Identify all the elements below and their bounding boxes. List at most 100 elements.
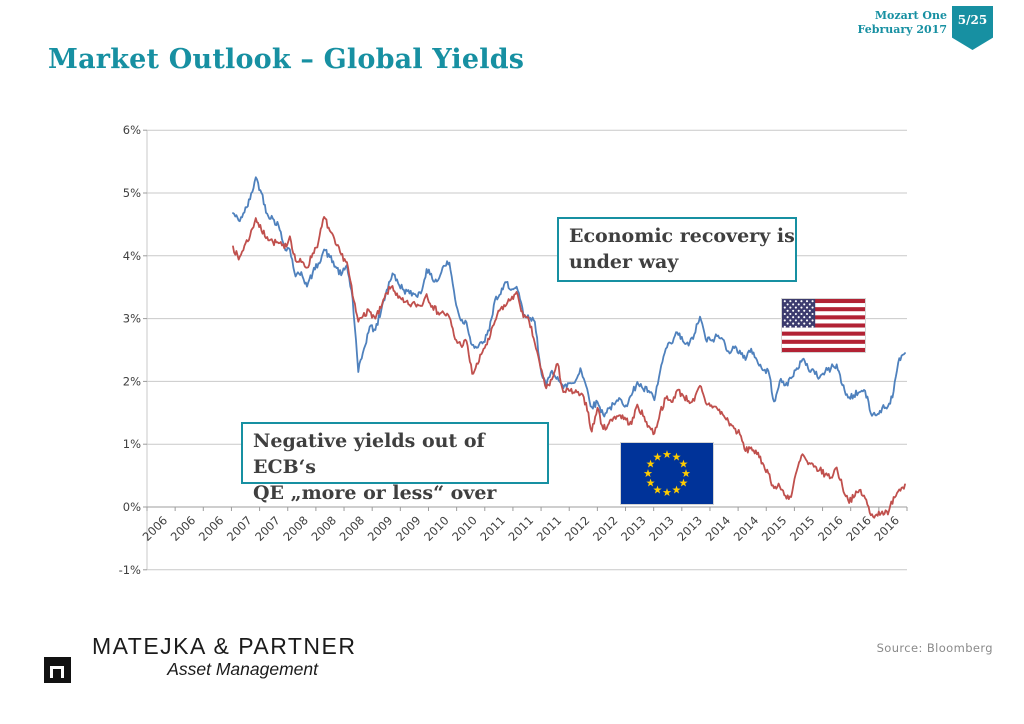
x-tick-label: 2015 (759, 513, 790, 544)
callout-ecb-line1: Negative yields out of ECB‘s (253, 430, 485, 478)
us-flag-star (797, 322, 800, 325)
us-flag-stripe (782, 343, 865, 349)
us-flag-star (792, 316, 795, 319)
y-tick-label: 5% (123, 186, 141, 200)
y-tick-label: -1% (119, 563, 141, 577)
us-flag-star (783, 319, 786, 322)
x-tick-label: 2013 (646, 513, 677, 544)
us-flag-star (792, 303, 795, 306)
us-flag-stripe (782, 339, 865, 345)
eu-flag-star (653, 485, 662, 494)
callout-ecb-line2: QE „more or less“ over (253, 482, 497, 504)
us-flag-star (811, 300, 814, 303)
eu-flag-star (672, 485, 681, 494)
us-flag-stripe (782, 315, 865, 320)
x-tick-label: 2007 (252, 513, 283, 544)
page-number: 5/25 (957, 13, 988, 27)
eu-flag-star (681, 469, 691, 478)
x-tick-label: 2009 (365, 513, 396, 544)
us-flag-star (789, 306, 792, 309)
brand-product: Mozart One (874, 9, 947, 22)
us-flag-star (803, 316, 806, 319)
us-flag-star (805, 325, 809, 328)
x-tick-label: 2014 (731, 513, 762, 544)
us-flag-star (800, 325, 803, 328)
us-flag-star (797, 303, 800, 306)
x-tick-label: 2006 (196, 513, 227, 544)
us-flag-star (805, 306, 809, 309)
us-flag-star (786, 303, 789, 306)
x-tick-label: 2011 (477, 513, 508, 544)
us-flag-star (789, 312, 792, 316)
us-flag-stripe (782, 311, 865, 316)
us-flag-star (800, 306, 803, 309)
us-flag-star (789, 319, 792, 322)
us-flag-icon (782, 299, 865, 352)
us-flag-stripe (782, 299, 865, 304)
x-tick-label: 2013 (674, 513, 705, 544)
us-flag-stripe (782, 335, 865, 341)
us-flag-star (800, 300, 803, 303)
x-tick-label: 2012 (590, 513, 621, 544)
x-tick-label: 2006 (168, 513, 199, 544)
us-flag-star (808, 309, 811, 312)
x-tick-label: 2006 (140, 513, 171, 544)
us-flag-star (792, 322, 795, 325)
x-tick-label: 2016 (815, 513, 846, 544)
us-flag-star (789, 300, 792, 303)
us-flag-star (808, 322, 811, 325)
us-flag-star (805, 300, 809, 303)
us-flag-star (811, 306, 814, 309)
eu-flag-star (662, 450, 672, 459)
brand-date: February 2017 (857, 23, 947, 36)
company-name: MATEJKA & PARTNER (92, 633, 357, 659)
us-flag-star (794, 312, 797, 316)
company-division: Asset Management (167, 659, 318, 679)
us-flag-star (786, 316, 789, 319)
us-flag-stripe (782, 347, 865, 352)
us-flag-star (794, 319, 797, 322)
us-flag-star (805, 312, 809, 316)
us-flag-star (783, 300, 786, 303)
callout-ecb-qe: Negative yields out of ECB‘s QE „more or… (241, 422, 549, 504)
header-brand: Mozart One February 2017 (858, 9, 947, 37)
us-flag-star (794, 306, 797, 309)
us-flag-star (783, 312, 786, 316)
x-tick-label: 2010 (421, 513, 452, 544)
eu-flag-star (672, 452, 681, 461)
x-tick-label: 2008 (280, 513, 311, 544)
us-flag-star (786, 309, 789, 312)
x-tick-label: 2007 (224, 513, 255, 544)
page-title: Market Outlook – Global Yields (48, 44, 525, 75)
us-flag-star (808, 316, 811, 319)
us-flag-stripe (782, 303, 865, 308)
callout-recovery-line1: Economic recovery is (569, 225, 795, 247)
us-flag-star (800, 319, 803, 322)
x-tick-label: 2016 (843, 513, 874, 544)
x-tick-label: 2015 (787, 513, 818, 544)
us-flag-star (803, 303, 806, 306)
us-flag-star (794, 300, 797, 303)
us-flag-stripe (782, 307, 865, 312)
series-line-eu (232, 216, 906, 519)
y-tick-label: 6% (123, 123, 141, 137)
us-flag-stripe (782, 319, 865, 324)
us-flag-stripe (782, 323, 865, 328)
eu-flag-star (643, 469, 653, 478)
x-tick-label: 2012 (562, 513, 593, 544)
us-flag-star (792, 309, 795, 312)
eu-flag-star (646, 478, 655, 487)
matejka-logo-icon (44, 657, 71, 683)
us-flag-star (783, 325, 786, 328)
us-flag-star (803, 322, 806, 325)
eu-flag-icon (621, 443, 713, 504)
y-tick-label: 3% (123, 312, 141, 326)
us-flag-star (783, 306, 786, 309)
us-flag-star (786, 322, 789, 325)
us-flag-stripe (782, 327, 865, 332)
eu-flag-star (679, 478, 688, 487)
series-line-us (232, 176, 906, 418)
x-tick-label: 2010 (449, 513, 480, 544)
callout-recovery-line2: under way (569, 251, 679, 273)
